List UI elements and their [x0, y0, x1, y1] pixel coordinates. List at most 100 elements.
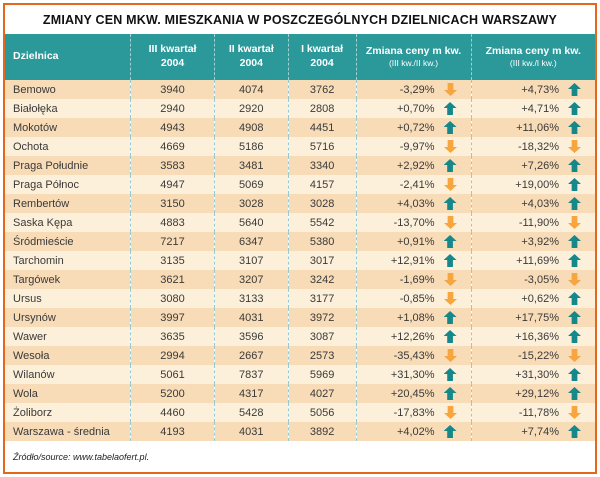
trend-up-icon — [443, 159, 457, 172]
trend-up-icon — [443, 197, 457, 210]
table-row: Bemowo 3940 4074 3762 -3,29% +4,73% — [5, 80, 595, 99]
trend-up-icon — [568, 178, 581, 191]
change-value: +4,03% — [521, 197, 559, 210]
change-wrap: -13,70% — [359, 216, 457, 229]
change-q3-q2-cell: -0,85% — [355, 289, 472, 308]
q2-price-cell: 6347 — [213, 232, 289, 251]
trend-up-icon — [568, 387, 581, 400]
change-value: +31,30% — [390, 368, 435, 381]
header-q1-label: I kwartał — [301, 43, 344, 56]
change-q3-q1-cell: +4,71% — [470, 99, 595, 118]
change-wrap: -35,43% — [359, 349, 457, 362]
trend-up-icon — [568, 330, 581, 343]
change-wrap: -0,85% — [359, 292, 457, 305]
q2-price-cell: 2667 — [213, 346, 289, 365]
change-wrap: -11,78% — [474, 406, 581, 419]
change-wrap: +0,91% — [359, 235, 457, 248]
change-wrap: +31,30% — [359, 368, 457, 381]
change-wrap: +4,73% — [474, 83, 581, 96]
change-wrap: +0,72% — [359, 121, 457, 134]
change-wrap: +11,06% — [474, 121, 581, 134]
district-cell: Mokotów — [5, 118, 131, 137]
district-cell: Praga Południe — [5, 156, 131, 175]
district-cell: Bemowo — [5, 80, 131, 99]
change-q3-q1-cell: +31,30% — [470, 365, 595, 384]
q3-price-cell: 4460 — [130, 403, 215, 422]
header-q1-2004: I kwartał 2004 — [287, 34, 357, 80]
change-value: +0,62% — [521, 292, 559, 305]
change-wrap: -3,29% — [359, 83, 457, 96]
trend-down-icon — [568, 140, 581, 153]
trend-up-icon — [443, 311, 457, 324]
q1-price-cell: 3242 — [287, 270, 357, 289]
table-row: Targówek 3621 3207 3242 -1,69% -3,05% — [5, 270, 595, 289]
change-q3-q2-cell: +0,70% — [355, 99, 472, 118]
q2-price-cell: 7837 — [213, 365, 289, 384]
q3-price-cell: 3621 — [130, 270, 215, 289]
q3-price-cell: 2940 — [130, 99, 215, 118]
change-q3-q1-cell: -11,90% — [470, 213, 595, 232]
trend-up-icon — [568, 197, 581, 210]
change-q3-q2-cell: +20,45% — [355, 384, 472, 403]
change-wrap: +31,30% — [474, 368, 581, 381]
change-q3-q1-cell: -15,22% — [470, 346, 595, 365]
trend-down-icon — [444, 349, 457, 362]
district-cell: Białołęka — [5, 99, 131, 118]
header-q3-label: III kwartał — [148, 43, 197, 56]
q3-price-cell: 4193 — [130, 422, 215, 441]
q2-price-cell: 3028 — [213, 194, 289, 213]
q1-price-cell: 3762 — [287, 80, 357, 99]
change-q3-q1-cell: +3,92% — [470, 232, 595, 251]
trend-down-icon — [444, 216, 457, 229]
change-q3-q1-cell: +7,74% — [470, 422, 595, 441]
trend-up-icon — [568, 292, 581, 305]
change-value: -3,05% — [524, 273, 559, 286]
trend-down-icon — [444, 178, 457, 191]
change-q3-q1-cell: -18,32% — [470, 137, 595, 156]
change-q3-q2-cell: +0,72% — [355, 118, 472, 137]
district-cell: Saska Kępa — [5, 213, 131, 232]
q3-price-cell: 3150 — [130, 194, 215, 213]
change-value: +0,70% — [396, 102, 435, 115]
table-row: Saska Kępa 4883 5640 5542 -13,70% -11,90… — [5, 213, 595, 232]
q2-price-cell: 5069 — [213, 175, 289, 194]
q2-price-cell: 5428 — [213, 403, 289, 422]
change-q3-q2-cell: -9,97% — [355, 137, 472, 156]
q2-price-cell: 4031 — [213, 422, 289, 441]
district-cell: Ochota — [5, 137, 131, 156]
header-change-q3-q2: Zmiana ceny m kw. (III kw./II kw.) — [355, 34, 472, 80]
header-q2-label: II kwartał — [228, 43, 274, 56]
q2-price-cell: 4031 — [213, 308, 289, 327]
change-value: -13,70% — [393, 216, 435, 229]
q1-price-cell: 4157 — [287, 175, 357, 194]
table-row: Rembertów 3150 3028 3028 +4,03% +4,03% — [5, 194, 595, 213]
change-value: +4,03% — [396, 197, 435, 210]
district-cell: Żoliborz — [5, 403, 131, 422]
change-wrap: -11,90% — [474, 216, 581, 229]
header-q2-sublabel: 2004 — [239, 57, 263, 69]
change-q3-q2-cell: -35,43% — [355, 346, 472, 365]
change-q3-q2-cell: -13,70% — [355, 213, 472, 232]
q2-price-cell: 4317 — [213, 384, 289, 403]
table-row: Ursus 3080 3133 3177 -0,85% +0,62% — [5, 289, 595, 308]
change-q3-q1-cell: +11,06% — [470, 118, 595, 137]
q3-price-cell: 3135 — [130, 251, 215, 270]
change-wrap: -17,83% — [359, 406, 457, 419]
change-q3-q2-cell: +31,30% — [355, 365, 472, 384]
district-cell: Targówek — [5, 270, 131, 289]
change-value: -18,32% — [518, 140, 559, 153]
change-value: -17,83% — [393, 406, 435, 419]
change-q3-q2-cell: -17,83% — [355, 403, 472, 422]
q1-price-cell: 2573 — [287, 346, 357, 365]
trend-up-icon — [568, 102, 581, 115]
header-change-q3-q1-sublabel: (III kw./I kw.) — [509, 58, 557, 69]
q3-price-cell: 3997 — [130, 308, 215, 327]
q1-price-cell: 3892 — [287, 422, 357, 441]
q1-price-cell: 2808 — [287, 99, 357, 118]
change-value: +1,08% — [396, 311, 435, 324]
change-q3-q1-cell: -11,78% — [470, 403, 595, 422]
change-value: +4,71% — [521, 102, 559, 115]
table-row: Wola 5200 4317 4027 +20,45% +29,12% — [5, 384, 595, 403]
change-wrap: -2,41% — [359, 178, 457, 191]
source-note: Źródło/source: www.tabelaofert.pl. — [13, 452, 150, 462]
